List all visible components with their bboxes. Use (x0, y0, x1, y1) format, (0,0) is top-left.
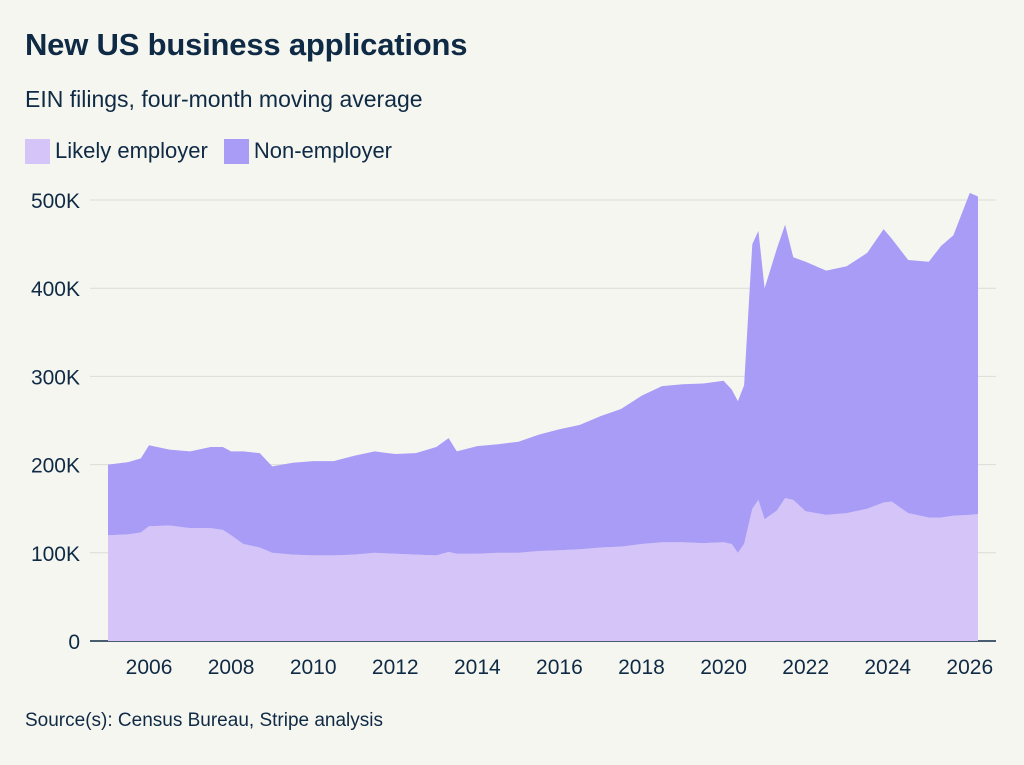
y-tick-label: 300K (31, 366, 80, 389)
legend-item-likely-employer: Likely employer (25, 138, 208, 164)
x-tick-label: 2010 (290, 656, 337, 679)
x-tick-label: 2012 (372, 656, 419, 679)
y-tick-label: 500K (31, 190, 80, 213)
y-tick-label: 0 (68, 631, 80, 654)
chart-subtitle: EIN filings, four-month moving average (25, 86, 423, 112)
chart-title: New US business applications (25, 27, 468, 62)
x-axis-tick-labels: 2006 2008 2010 2012 2014 2016 2018 2020 2022 2024… (126, 656, 993, 679)
area-non-employer (108, 192, 978, 556)
x-tick-label: 2024 (864, 656, 911, 679)
x-tick-label: 2016 (536, 656, 583, 679)
legend: Likely employer Non-employer (25, 138, 408, 164)
x-tick-label: 2014 (454, 656, 501, 679)
legend-swatch-non-employer (223, 138, 249, 164)
y-tick-label: 100K (31, 543, 80, 566)
x-tick-label: 2022 (782, 656, 829, 679)
legend-label-likely-employer: Likely employer (55, 138, 208, 163)
y-tick-label: 200K (31, 455, 80, 478)
x-tick-label: 2008 (208, 656, 255, 679)
y-tick-label: 400K (31, 278, 80, 301)
source-note: Source(s): Census Bureau, Stripe analysi… (25, 710, 383, 731)
y-axis-tick-labels: 0 100K 200K 300K 400K 500K (31, 190, 80, 654)
legend-item-non-employer: Non-employer (223, 138, 393, 164)
x-tick-label: 2026 (946, 656, 993, 679)
area-series (108, 192, 978, 641)
legend-label-non-employer: Non-employer (253, 138, 393, 163)
x-tick-label: 2018 (618, 656, 665, 679)
legend-swatch-likely-employer (25, 138, 50, 164)
x-tick-label: 2020 (700, 656, 747, 679)
area-likely-employer (108, 498, 978, 641)
x-tick-label: 2006 (126, 656, 173, 679)
